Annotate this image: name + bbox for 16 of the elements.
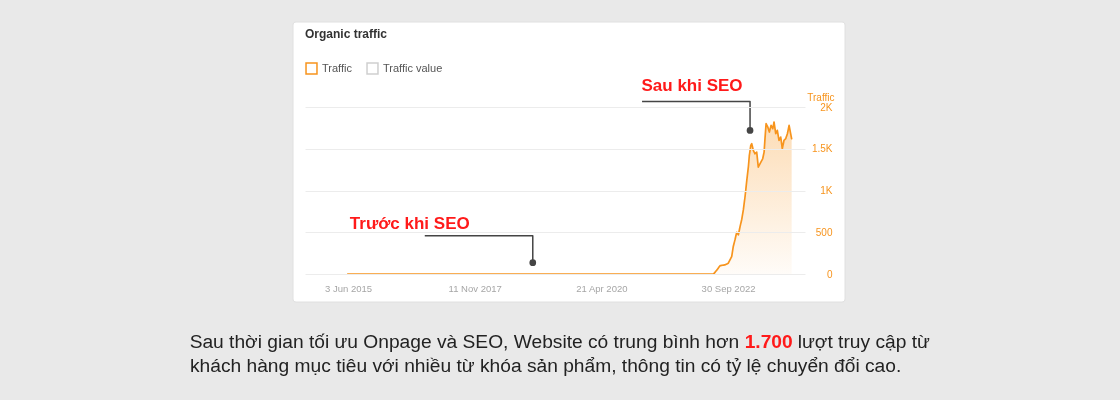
- legend-label: Traffic value: [383, 61, 443, 74]
- y-tick-label: 500: [815, 226, 833, 238]
- y-tick-label: 1K: [820, 185, 833, 196]
- y-axis-title: Traffic: [807, 91, 835, 103]
- y-tick-label: 0: [826, 268, 833, 280]
- y-tick-label: 1.5K: [811, 143, 833, 155]
- x-tick-label: 3 Jun 2015: [325, 282, 373, 294]
- legend-label: Traffic: [322, 61, 353, 74]
- y-tick-label: 2K: [820, 101, 833, 113]
- annotation: Trước khi SEO: [349, 213, 470, 233]
- text: Sau thời gian tối ưu Onpage và SEO, Website có trung bình hơn 1.700 lượt truy cập từ khách hàng mục tiêu với nhiều từ khóa sản phẩm, thông tin có tỷ lệ chuyển đổi cao.: [189, 331, 931, 376]
- x-tick-label: 21 Apr 2020: [576, 282, 628, 294]
- annotation: Sau khi SEO: [641, 76, 743, 96]
- x-tick-label: 30 Sep 2022: [701, 282, 756, 294]
- chart-title: Organic traffic: [305, 26, 388, 41]
- x-tick-label: 11 Nov 2017: [448, 282, 502, 294]
